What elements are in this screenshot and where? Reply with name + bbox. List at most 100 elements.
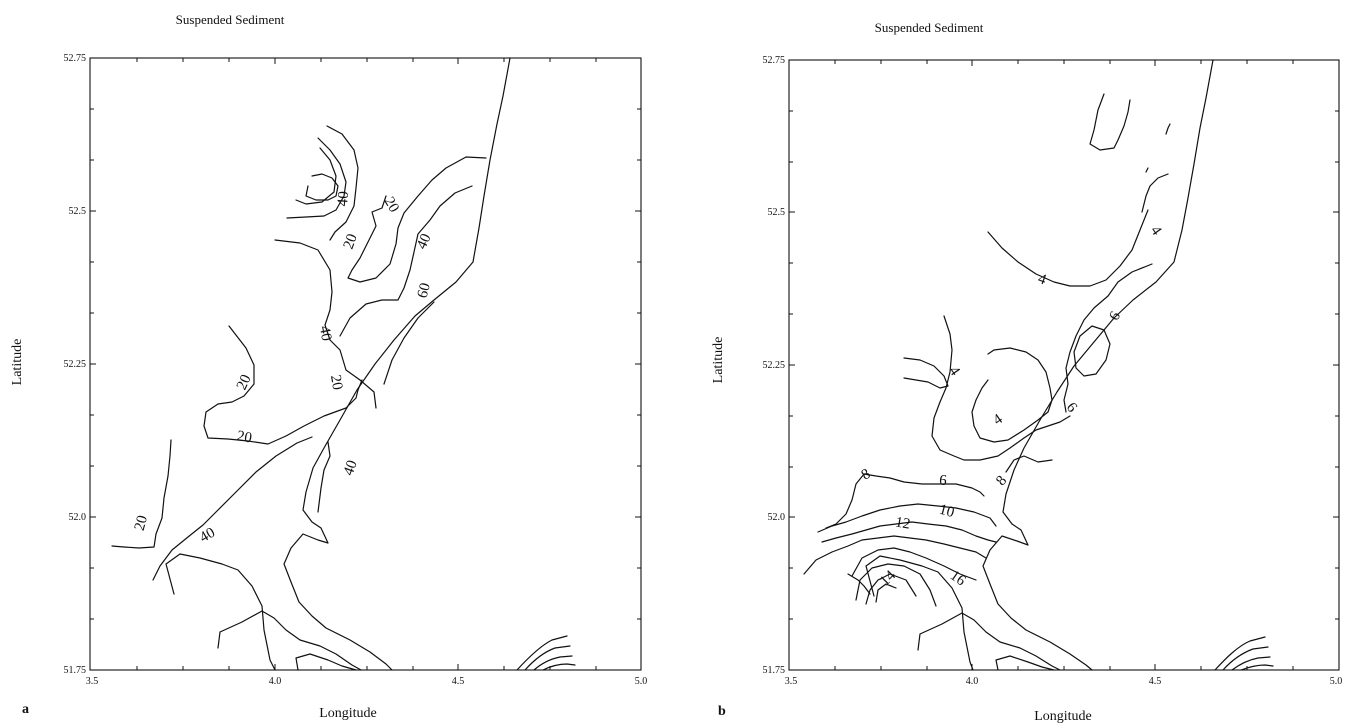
panel-b-xticklabel: 3.5 xyxy=(785,676,798,687)
contour-line xyxy=(1141,173,1169,213)
contour-line xyxy=(903,357,949,389)
contour-line xyxy=(1165,123,1171,135)
panel-a-xlabel: Longitude xyxy=(319,706,377,721)
panel-a-title: Suspended Sediment xyxy=(176,12,285,27)
harbour-jetty xyxy=(533,655,573,671)
contour-line xyxy=(295,147,337,205)
estuary-outline xyxy=(865,555,974,671)
panel-b-ticks xyxy=(788,59,1340,671)
contour-level-label: 4 xyxy=(1036,271,1049,289)
panel-b-title: Suspended Sediment xyxy=(875,20,984,35)
contour-line xyxy=(326,125,359,241)
contour-level-label: 20 xyxy=(234,372,255,392)
panel-a-coastline xyxy=(165,57,576,671)
panel-a-xticklabel: 4.0 xyxy=(269,676,282,687)
contour-line xyxy=(803,535,987,575)
panel-a-yticklabel: 52.25 xyxy=(64,359,87,370)
panel-a-tick-labels: 52.75 52.5 52.25 52.0 51.75 3.5 4.0 4.5 … xyxy=(64,53,648,687)
panel-b-yticklabel: 52.5 xyxy=(768,207,786,218)
estuary-outline xyxy=(217,610,362,671)
panel-a-yticklabel: 51.75 xyxy=(64,665,87,676)
panel-a-ylabel: Latitude xyxy=(10,339,25,386)
harbour-jetty xyxy=(1240,664,1274,671)
panel-a-plot-frame xyxy=(89,57,642,671)
contour-level-label: 10 xyxy=(937,502,956,521)
panel-b-xticklabel: 5.0 xyxy=(1330,676,1343,687)
contour-line xyxy=(1145,167,1149,173)
panel-b-ylabel: Latitude xyxy=(711,337,726,384)
contour-level-label: 40 xyxy=(197,525,218,546)
contour-level-label: 20 xyxy=(327,374,345,392)
panel-b-plot-frame xyxy=(788,59,1340,671)
contour-line xyxy=(825,473,985,529)
panel-a-contour-labels: 20 40 20 20 40 20 40 60 20 40 20 40 xyxy=(132,191,435,546)
contour-line xyxy=(931,315,1071,461)
panel-a-xticklabel: 5.0 xyxy=(635,676,648,687)
panel-a-yticklabel: 52.75 xyxy=(64,53,87,64)
contour-line xyxy=(339,185,473,337)
contour-level-label: 6 xyxy=(1063,400,1080,416)
contour-level-label: 4 xyxy=(990,411,1006,429)
contour-line xyxy=(347,156,487,283)
panel-a-yticklabel: 52.5 xyxy=(69,206,87,217)
contour-line xyxy=(152,436,313,581)
contour-line xyxy=(1063,263,1153,413)
contour-line xyxy=(817,503,997,533)
panel-a-letter: a xyxy=(22,702,29,717)
panel-b-coastline xyxy=(865,59,1274,671)
panel-b-xticklabel: 4.0 xyxy=(966,676,979,687)
coastline xyxy=(982,59,1214,671)
estuary-outline xyxy=(917,612,1061,671)
panel-a-contours xyxy=(111,125,487,581)
estuary-outline xyxy=(995,655,1055,671)
panel-b-yticklabel: 52.25 xyxy=(763,360,786,371)
contour-level-label: 14 xyxy=(877,567,899,589)
contour-level-label: 40 xyxy=(335,191,352,207)
contour-line xyxy=(1073,325,1111,377)
panel-b-letter: b xyxy=(718,704,726,719)
panel-b-xlabel: Longitude xyxy=(1034,709,1092,724)
contour-level-label: 20 xyxy=(132,514,151,533)
panel-b-yticklabel: 52.75 xyxy=(763,55,786,66)
panel-b-contours xyxy=(803,93,1171,607)
panel-b-tick-labels: 52.75 52.5 52.25 52.0 51.75 3.5 4.0 4.5 … xyxy=(763,55,1343,687)
harbour-jetty xyxy=(1222,646,1269,671)
estuary-outline xyxy=(165,553,276,671)
contour-line xyxy=(851,547,977,581)
contour-line xyxy=(203,325,363,445)
harbour-jetty xyxy=(542,663,576,671)
harbour-jetty xyxy=(1214,636,1266,671)
contour-line xyxy=(1089,93,1131,151)
contour-level-label: 40 xyxy=(341,458,361,478)
contour-level-label: 20 xyxy=(381,194,402,215)
contour-level-label: 20 xyxy=(341,232,361,252)
harbour-jetty xyxy=(1231,656,1271,671)
contour-line xyxy=(821,521,997,543)
contour-level-label: 8 xyxy=(993,473,1010,489)
panel-a-yticklabel: 52.0 xyxy=(69,512,87,523)
contour-line xyxy=(274,239,377,409)
panel-a-ticks xyxy=(89,57,642,671)
panel-a-xticklabel: 4.5 xyxy=(452,676,465,687)
contour-line xyxy=(111,439,172,549)
contour-level-label: 12 xyxy=(894,514,912,532)
coastline xyxy=(283,57,511,671)
contour-line xyxy=(987,209,1149,287)
contour-line xyxy=(286,137,347,219)
estuary-outline xyxy=(295,653,357,671)
contour-level-label: 60 xyxy=(415,281,434,300)
contour-level-label: 4 xyxy=(945,363,963,379)
contour-level-label: 40 xyxy=(316,325,334,343)
contour-line xyxy=(383,301,435,385)
contour-line xyxy=(875,583,897,603)
contour-line xyxy=(317,441,331,513)
contour-line xyxy=(971,347,1053,443)
contour-line xyxy=(855,563,937,607)
contour-level-label: 4 xyxy=(1147,223,1165,239)
contour-level-label: 6 xyxy=(939,473,948,490)
harbour-jetty xyxy=(524,645,571,671)
contour-level-label: 20 xyxy=(236,428,254,446)
contour-line xyxy=(847,573,871,595)
panel-b: Suspended Sediment Latitude Longitude b … xyxy=(711,20,1342,724)
